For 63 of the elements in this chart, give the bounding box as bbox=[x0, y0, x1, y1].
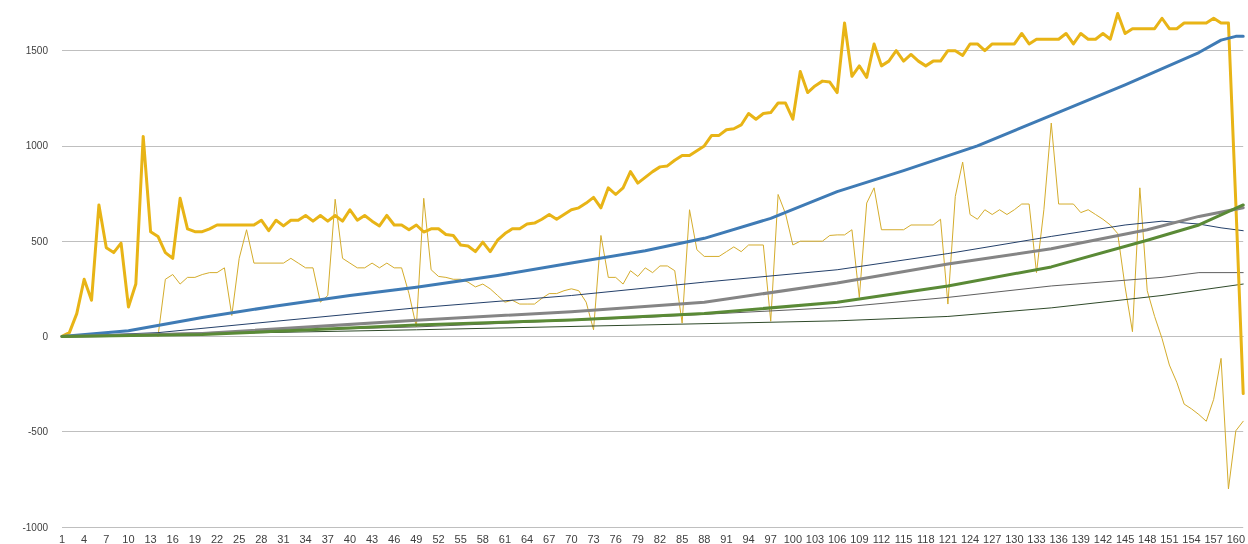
x-tick-label: 73 bbox=[587, 532, 600, 544]
x-tick-label: 115 bbox=[894, 532, 913, 544]
x-tick-label: 49 bbox=[410, 532, 423, 544]
x-tick-label: 19 bbox=[188, 532, 202, 544]
x-tick-label: 112 bbox=[872, 532, 891, 544]
x-tick-label: 151 bbox=[1160, 532, 1179, 544]
x-tick-label: 121 bbox=[938, 532, 958, 544]
x-tick-label: 79 bbox=[631, 532, 644, 544]
x-tick-label: 70 bbox=[565, 532, 578, 544]
y-tick-label: 0 bbox=[42, 330, 49, 342]
x-tick-label: 1 bbox=[58, 532, 66, 544]
x-tick-label: 4 bbox=[81, 532, 88, 544]
y-tick-label: -1000 bbox=[22, 521, 49, 533]
y-tick-label: -500 bbox=[27, 426, 49, 438]
x-tick-label: 94 bbox=[742, 532, 755, 544]
x-tick-label: 160 bbox=[1226, 532, 1245, 544]
x-tick-label: 25 bbox=[233, 532, 246, 544]
x-tick-label: 106 bbox=[827, 532, 847, 544]
x-tick-label: 10 bbox=[122, 532, 135, 544]
x-tick-label: 34 bbox=[299, 532, 312, 544]
x-tick-label: 67 bbox=[543, 532, 556, 544]
x-tick-label: 76 bbox=[609, 532, 622, 544]
line-series bbox=[157, 122, 1244, 490]
x-tick-label: 52 bbox=[432, 532, 445, 544]
y-tick-label: 500 bbox=[31, 235, 49, 247]
x-tick-label: 61 bbox=[498, 532, 512, 544]
x-tick-label: 157 bbox=[1204, 532, 1223, 544]
x-tick-label: 40 bbox=[343, 532, 357, 544]
x-tick-label: 7 bbox=[103, 532, 110, 544]
x-tick-label: 64 bbox=[520, 532, 534, 544]
x-tick-label: 97 bbox=[764, 532, 777, 544]
x-tick-label: 133 bbox=[1027, 532, 1046, 544]
y-tick-label: 1000 bbox=[25, 140, 49, 152]
line-series bbox=[60, 11, 1245, 396]
x-tick-label: 109 bbox=[850, 532, 869, 544]
x-tick-label: 37 bbox=[321, 532, 334, 544]
x-tick-label: 85 bbox=[676, 532, 689, 544]
x-tick-label: 13 bbox=[144, 532, 157, 544]
x-tick-label: 154 bbox=[1182, 532, 1201, 544]
x-tick-label: 145 bbox=[1115, 532, 1135, 544]
x-tick-label: 91 bbox=[720, 532, 733, 544]
x-tick-label: 130 bbox=[1005, 532, 1024, 544]
x-tick-label: 28 bbox=[255, 532, 268, 544]
x-tick-label: 43 bbox=[365, 532, 379, 544]
x-tick-label: 100 bbox=[783, 532, 803, 544]
x-tick-label: 118 bbox=[916, 532, 935, 544]
x-tick-label: 22 bbox=[210, 532, 224, 544]
x-tick-label: 136 bbox=[1049, 532, 1068, 544]
x-tick-label: 148 bbox=[1138, 532, 1157, 544]
x-tick-label: 82 bbox=[653, 532, 667, 544]
y-tick-label: 1500 bbox=[25, 45, 49, 57]
line-series bbox=[60, 34, 1245, 338]
x-tick-label: 142 bbox=[1093, 532, 1113, 544]
x-tick-label: 127 bbox=[983, 532, 1002, 544]
x-tick-label: 124 bbox=[960, 532, 980, 544]
x-tick-label: 46 bbox=[388, 532, 401, 544]
x-tick-label: 88 bbox=[698, 532, 711, 544]
x-tick-label: 16 bbox=[166, 532, 179, 544]
x-tick-label: 103 bbox=[805, 532, 825, 544]
x-tick-label: 139 bbox=[1071, 532, 1090, 544]
x-tick-label: 55 bbox=[454, 532, 467, 544]
x-tick-label: 58 bbox=[476, 532, 489, 544]
x-tick-label: 31 bbox=[277, 532, 290, 544]
